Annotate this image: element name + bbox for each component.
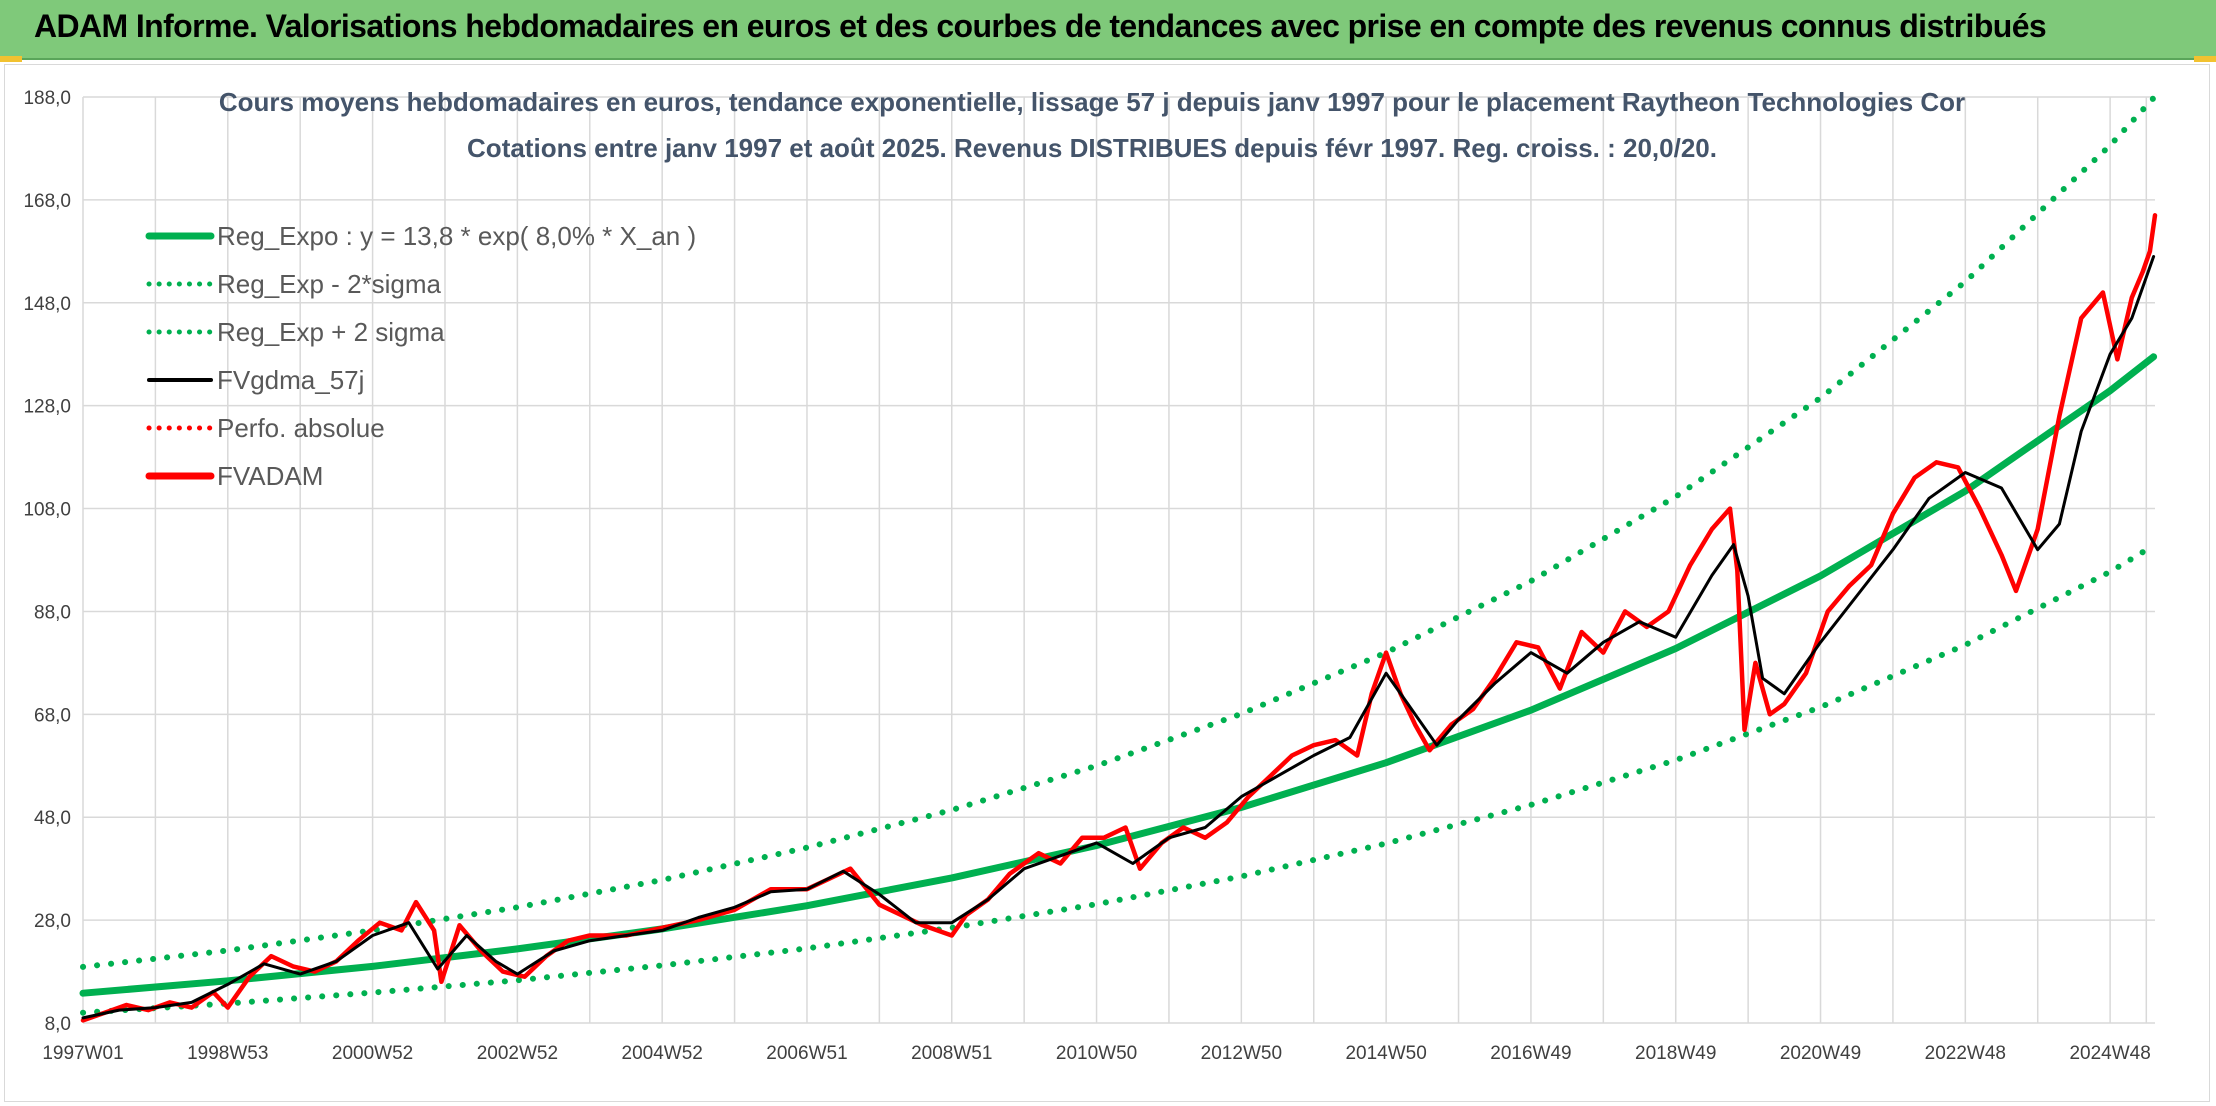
y-tick-label: 188,0	[23, 88, 71, 109]
y-tick-label: 108,0	[23, 500, 71, 521]
y-tick-label: 28,0	[34, 911, 71, 932]
report-title: ADAM Informe. Valorisations hebdomadaire…	[34, 8, 2047, 44]
y-tick-label: 68,0	[34, 705, 71, 726]
x-tick-label: 2018W49	[1635, 1043, 1716, 1064]
y-tick-label: 48,0	[34, 808, 71, 829]
legend-label: Perfo. absolue	[217, 413, 385, 443]
corner-marker-right	[2194, 56, 2216, 62]
chart-frame: 8,0 28,0 48,0 68,0 88,0 108,0 128,0 148,0 168,0 1…	[4, 64, 2210, 1102]
legend-label: FVgdma_57j	[217, 365, 364, 395]
series-layer	[79, 95, 2158, 1023]
x-tick-label: 2016W49	[1490, 1043, 1571, 1064]
series-line-4	[80, 213, 2158, 1023]
x-tick-label: 2004W52	[622, 1043, 703, 1064]
legend: Reg_Expo : y = 13,8 * exp( 8,0% * X_an )…	[145, 221, 696, 491]
corner-marker-left	[0, 56, 22, 62]
x-tick-label: 2022W48	[1925, 1043, 2006, 1064]
legend-label: Reg_Exp - 2*sigma	[217, 269, 442, 299]
x-tick-label: 2010W50	[1056, 1043, 1137, 1064]
x-tick-label: 2006W51	[766, 1043, 847, 1064]
series-line-3	[81, 255, 2156, 1020]
legend-label: FVADAM	[217, 461, 323, 491]
y-tick-label: 128,0	[23, 397, 71, 418]
legend-label: Reg_Expo : y = 13,8 * exp( 8,0% * X_an )	[217, 221, 696, 251]
y-tick-label: 148,0	[23, 294, 71, 315]
x-tick-label: 1997W01	[42, 1043, 123, 1064]
axis-layer: 8,0 28,0 48,0 68,0 88,0 108,0 128,0 148,0 168,0 1…	[23, 88, 2150, 1064]
legend-label: Reg_Exp + 2 sigma	[217, 317, 445, 347]
x-tick-label: 2000W52	[332, 1043, 413, 1064]
y-tick-label: 88,0	[34, 602, 71, 623]
series-line-2	[80, 95, 2157, 970]
x-tick-label: 2024W48	[2069, 1043, 2150, 1064]
x-tick-label: 2014W50	[1345, 1043, 1426, 1064]
x-tick-label: 2020W49	[1780, 1043, 1861, 1064]
y-tick-label: 168,0	[23, 191, 71, 212]
x-tick-label: 2002W52	[477, 1043, 558, 1064]
series-line-0	[79, 353, 2158, 997]
chart: 8,0 28,0 48,0 68,0 88,0 108,0 128,0 148,0 168,0 1…	[23, 87, 2158, 1064]
y-tick-label: 8,0	[45, 1014, 71, 1035]
x-tick-label: 1998W53	[187, 1043, 268, 1064]
chart-subtitle: Cotations entre janv 1997 et août 2025. …	[467, 133, 1717, 163]
report-banner: ADAM Informe. Valorisations hebdomadaire…	[0, 0, 2216, 60]
x-tick-label: 2012W50	[1201, 1043, 1282, 1064]
chart-title: Cours moyens hebdomadaires en euros, ten…	[219, 87, 1965, 117]
x-tick-label: 2008W51	[911, 1043, 992, 1064]
